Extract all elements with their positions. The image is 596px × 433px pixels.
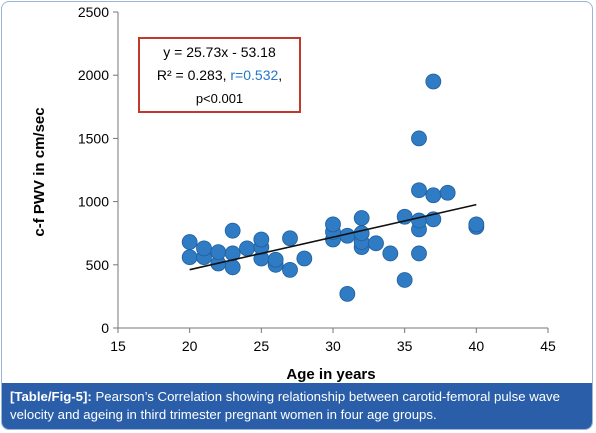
- r-squared-text: R² = 0.283, r=0.532,: [156, 67, 283, 83]
- data-point: [411, 245, 427, 262]
- equation-text: y = 25.73x - 53.18: [163, 44, 276, 60]
- data-point: [339, 285, 356, 302]
- y-tick-label: 1500: [78, 130, 109, 146]
- data-point: [282, 230, 298, 247]
- data-point: [267, 251, 284, 268]
- data-point: [181, 234, 198, 250]
- scatter-plot: 0 500 1000 1500 2000 2500 15 20 25 30 35 40 45 Age i…: [31, 4, 556, 383]
- y-tick-label: 2000: [78, 67, 109, 83]
- data-point: [239, 240, 255, 257]
- axes-layer: 0 500 1000 1500 2000 2500 15 20 25 30 35 40 45: [78, 4, 556, 354]
- data-point: [411, 212, 427, 229]
- data-point: [411, 130, 427, 147]
- data-point: [282, 261, 298, 278]
- data-point: [253, 231, 270, 248]
- x-tick-label: 35: [397, 338, 413, 354]
- x-axis-label: Age in years: [286, 366, 375, 383]
- x-tick-label: 15: [110, 338, 126, 354]
- trend-line: [189, 203, 477, 271]
- data-point: [425, 187, 442, 204]
- data-point: [224, 245, 241, 262]
- data-point: [425, 73, 442, 90]
- caption-lead: [Table/Fig-5]:: [10, 389, 92, 404]
- data-point: [468, 216, 485, 233]
- caption-text: Pearson’s Correlation showing relationsh…: [10, 389, 560, 422]
- data-point: [224, 259, 241, 276]
- y-tick-label: 2500: [78, 4, 109, 20]
- data-point: [411, 182, 427, 199]
- y-tick-label: 1000: [78, 194, 109, 210]
- regression-annotation: y = 25.73x - 53.18 R² = 0.283, r=0.532, …: [138, 37, 301, 113]
- data-point: [224, 222, 241, 239]
- x-tick-label: 30: [325, 338, 341, 354]
- data-point: [396, 272, 413, 288]
- data-point: [382, 245, 399, 262]
- data-point: [181, 249, 198, 266]
- points-layer: [181, 73, 485, 302]
- y-axis-label: c-f PWV in cm/sec: [31, 107, 48, 236]
- p-value-text: p<0.001: [195, 91, 244, 106]
- data-point: [353, 210, 370, 226]
- figure-caption: [Table/Fig-5]: Pearson’s Correlation sho…: [2, 383, 592, 429]
- r-value-text: r=0.532: [230, 67, 279, 83]
- data-point: [439, 184, 456, 201]
- data-point: [210, 244, 227, 261]
- data-point: [353, 225, 370, 242]
- data-point: [296, 250, 313, 267]
- y-tick-label: 500: [86, 257, 110, 273]
- trendline-layer: [189, 203, 477, 271]
- x-tick-label: 45: [540, 338, 556, 354]
- y-tick-label: 0: [101, 320, 109, 336]
- data-point: [196, 240, 212, 257]
- x-tick-label: 40: [469, 338, 485, 354]
- data-point: [325, 216, 341, 233]
- x-tick-label: 20: [182, 338, 198, 354]
- data-point: [368, 235, 384, 252]
- x-tick-label: 25: [254, 338, 270, 354]
